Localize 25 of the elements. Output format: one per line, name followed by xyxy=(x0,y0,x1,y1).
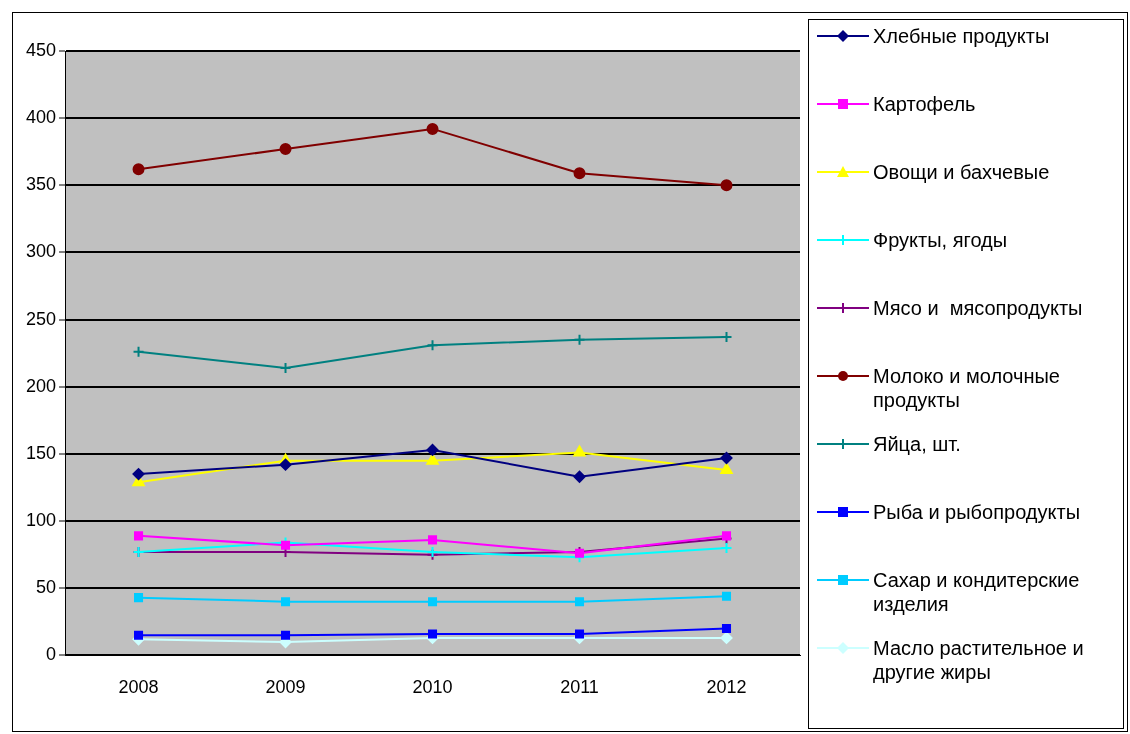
legend-label: Хлебные продукты xyxy=(873,24,1050,48)
legend-label: Масло растительное и другие жиры xyxy=(873,636,1085,684)
legend-label: Рыба и рыбопродукты xyxy=(873,500,1081,524)
x-tick-label: 2008 xyxy=(118,677,159,698)
y-tick-label: 200 xyxy=(25,375,57,396)
legend-label: Мясо и мясопродукты xyxy=(873,296,1083,320)
y-tick-label: 0 xyxy=(46,644,57,665)
y-tick-label: 350 xyxy=(25,174,57,195)
y-tick-label: 150 xyxy=(25,442,57,463)
legend-label: Картофель xyxy=(873,92,976,116)
x-tick-label: 2011 xyxy=(560,677,599,698)
y-tick-label: 50 xyxy=(36,577,57,598)
y-tick-label: 250 xyxy=(25,308,57,329)
legend-label: Яйца, шт. xyxy=(873,432,961,456)
x-tick-label: 2012 xyxy=(706,677,747,698)
legend-label: Овощи и бахчевые xyxy=(873,160,1050,184)
legend-label: Фрукты, ягоды xyxy=(873,228,1008,252)
y-tick-label: 100 xyxy=(25,510,57,531)
y-tick-label: 450 xyxy=(25,39,57,60)
y-tick-label: 300 xyxy=(25,241,57,262)
legend-label: Сахар и кондитерские изделия xyxy=(873,568,1081,616)
legend-label: Молоко и молочные продукты xyxy=(873,364,1061,412)
x-tick-label: 2010 xyxy=(412,677,453,698)
x-tick-label: 2009 xyxy=(265,677,306,698)
y-tick-label: 400 xyxy=(25,107,57,128)
